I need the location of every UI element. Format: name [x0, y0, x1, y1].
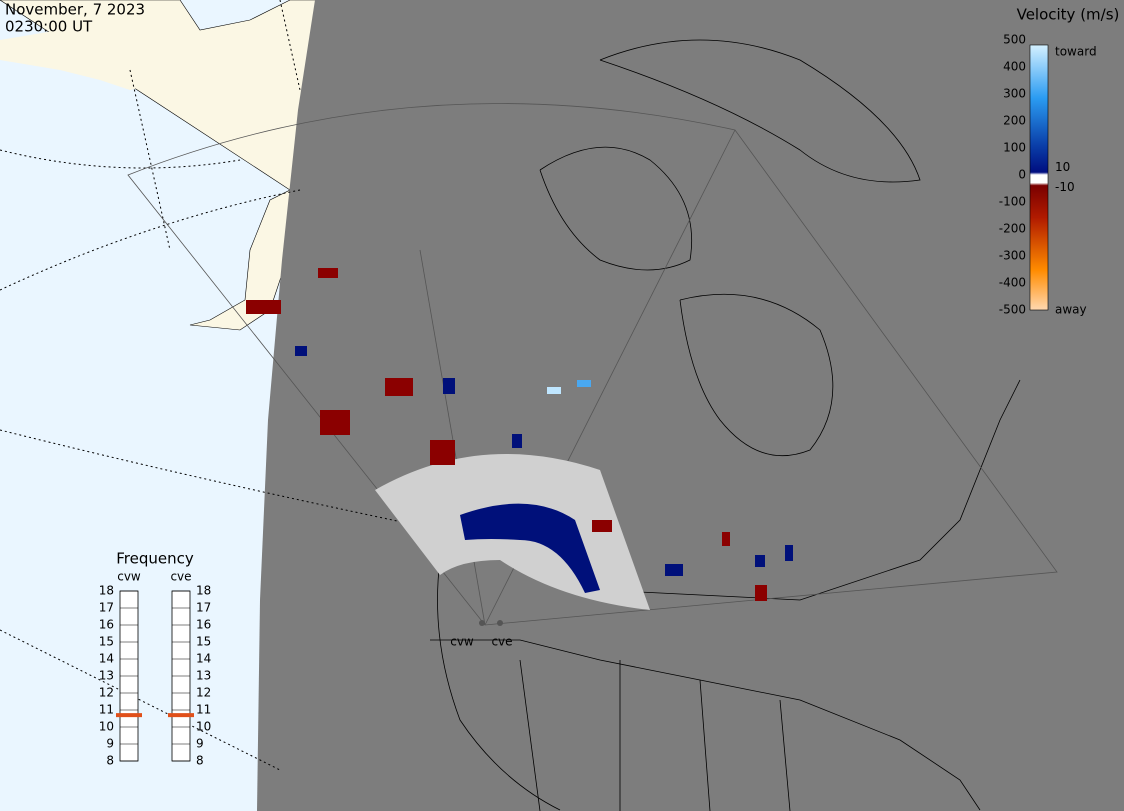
- date-label: November, 7 2023: [5, 1, 145, 19]
- frequency-tick-label: 10: [196, 720, 211, 734]
- frequency-tick-label: 13: [99, 669, 114, 683]
- radar-scatter-light: [577, 380, 591, 387]
- frequency-tick-label: 12: [196, 686, 211, 700]
- velocity-inner-tick-label: -10: [1055, 180, 1075, 194]
- dynamic-layer: 500 400 300 200 100 0 -100 -200 -300 -400 -500 10 -1…: [99, 33, 1075, 768]
- frequency-tick-label: 11: [99, 703, 114, 717]
- frequency-tick-label: 13: [196, 669, 211, 683]
- velocity-title: Velocity (m/s): [1017, 6, 1120, 24]
- radar-scatter-light: [547, 387, 561, 394]
- velocity-tick-label: 0: [1018, 168, 1026, 182]
- site-label: cve: [491, 635, 512, 649]
- toward-label: toward: [1055, 45, 1097, 59]
- away-label: away: [1055, 303, 1087, 317]
- site-marker: [479, 620, 485, 626]
- velocity-tick-label: 100: [1003, 141, 1026, 155]
- frequency-tick-label: 9: [106, 737, 114, 751]
- radar-scatter-blue-cells: [295, 346, 793, 576]
- velocity-tick-label: 200: [1003, 114, 1026, 128]
- radar-scatter-red: [246, 268, 767, 601]
- frequency-tick-label: 9: [196, 737, 204, 751]
- site-marker: [497, 620, 503, 626]
- frequency-tick-label: 17: [99, 601, 114, 615]
- frequency-tick-label: 8: [106, 754, 114, 768]
- radar-name: cve: [170, 570, 191, 584]
- frequency-tick-label: 11: [196, 703, 211, 717]
- frequency-tick-label: 18: [196, 584, 211, 598]
- velocity-inner-tick-label: 10: [1055, 160, 1070, 174]
- grid-lines: [0, 0, 441, 771]
- frequency-title: Frequency: [116, 550, 194, 568]
- coastlines: [430, 39, 1021, 811]
- frequency-tick-label: 14: [196, 652, 211, 666]
- velocity-tick-label: 500: [1003, 33, 1026, 47]
- radar-name: cvw: [117, 570, 141, 584]
- velocity-tick-label: -500: [999, 303, 1026, 317]
- land-siberia: [0, 30, 170, 90]
- frequency-tick-label: 17: [196, 601, 211, 615]
- frequency-tick-label: 15: [196, 635, 211, 649]
- frequency-tick-label: 14: [99, 652, 114, 666]
- night-region: [257, 0, 1124, 811]
- frequency-tick-label: 12: [99, 686, 114, 700]
- velocity-tick-label: -400: [999, 276, 1026, 290]
- frequency-tick-label: 16: [196, 618, 211, 632]
- frequency-tick-label: 15: [99, 635, 114, 649]
- frequency-tick-label: 10: [99, 720, 114, 734]
- velocity-tick-label: -300: [999, 249, 1026, 263]
- frequency-tick-label: 8: [196, 754, 204, 768]
- velocity-tick-label: 300: [1003, 87, 1026, 101]
- site-label: cvw: [450, 635, 474, 649]
- radar-scatter-blue: [460, 503, 600, 593]
- velocity-tick-label: 400: [1003, 60, 1026, 74]
- frequency-tick-label: 16: [99, 618, 114, 632]
- frequency-tick-label: 18: [99, 584, 114, 598]
- velocity-colorbar: [1029, 44, 1049, 311]
- velocity-tick-label: -200: [999, 222, 1026, 236]
- velocity-tick-label: -100: [999, 195, 1026, 209]
- time-label: 0230:00 UT: [5, 18, 93, 36]
